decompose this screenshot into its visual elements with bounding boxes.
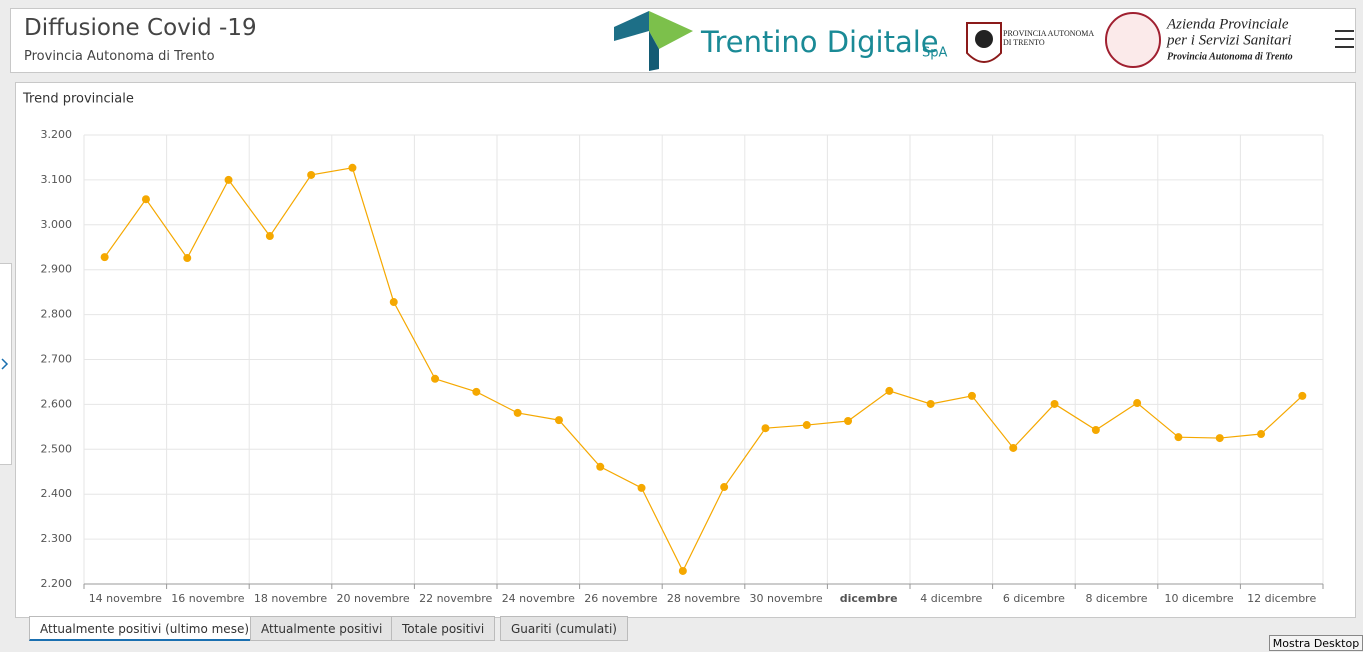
- x-tick-label: 26 novembre: [584, 592, 657, 605]
- point: [1257, 430, 1266, 439]
- logo-text: per i Servizi Sanitari: [1166, 32, 1292, 48]
- y-tick-label: 2.400: [41, 487, 73, 500]
- point: [967, 391, 976, 400]
- point: [802, 421, 811, 430]
- point: [596, 462, 605, 471]
- title: Diffusione Covid -19: [24, 15, 257, 41]
- point: [761, 424, 770, 433]
- header: Diffusione Covid -19 Provincia Autonoma …: [10, 8, 1356, 73]
- point: [224, 175, 233, 184]
- point: [637, 483, 646, 492]
- y-tick-label: 3.100: [41, 173, 73, 186]
- point: [431, 374, 440, 383]
- y-tick-label: 2.200: [41, 577, 73, 590]
- logo-text: PROVINCIA AUTONOMA: [1003, 29, 1094, 38]
- logo-text: Trentino Digitale: [700, 25, 939, 59]
- logos: Trentino Digitale SpA PROVINCIA AUTONOMA…: [614, 11, 1354, 71]
- point: [926, 399, 935, 408]
- logo-shape: [649, 11, 693, 49]
- x-tick-label: 8 dicembre: [1085, 592, 1147, 605]
- y-tick-label: 2.500: [41, 442, 73, 455]
- desktop-button[interactable]: Mostra Desktop: [1269, 635, 1363, 651]
- tab[interactable]: Attualmente positivi: [250, 616, 394, 641]
- x-tick-label: 6 dicembre: [1003, 592, 1065, 605]
- tab[interactable]: Totale positivi: [391, 616, 496, 641]
- line: [104, 167, 1303, 573]
- y-tick-label: 3.200: [41, 128, 73, 141]
- logo-text: Azienda Provinciale: [1166, 16, 1289, 32]
- point: [885, 386, 894, 395]
- logo-text: Provincia Autonoma di Trento: [1167, 51, 1293, 62]
- x-tick-label: 30 novembre: [749, 592, 822, 605]
- point: [1215, 434, 1224, 443]
- point: [100, 253, 109, 262]
- x-tick-label: 18 novembre: [254, 592, 327, 605]
- point: [1133, 399, 1142, 408]
- y-tick-label: 2.300: [41, 532, 73, 545]
- logo-text: SpA: [922, 46, 948, 61]
- menu-button[interactable]: [1335, 30, 1354, 48]
- point: [1091, 425, 1100, 434]
- x-tick-label: 24 novembre: [502, 592, 575, 605]
- y-tick-label: 3.000: [41, 218, 73, 231]
- point: [183, 254, 192, 263]
- chart: Trend provinciale 2.200 2.300 2.400 2.500 2.…: [22, 92, 1324, 605]
- side-arrow: [1, 358, 9, 370]
- point: [141, 195, 150, 204]
- point: [265, 232, 274, 241]
- point: [307, 170, 316, 179]
- point: [1009, 443, 1018, 452]
- x-tick-label: 22 novembre: [419, 592, 492, 605]
- y-tick-label: 2.700: [41, 353, 73, 366]
- coat-of-arms: [975, 30, 993, 48]
- x-tick-label: dicembre: [840, 592, 898, 605]
- point: [554, 416, 563, 425]
- x-tick-label: 28 novembre: [667, 592, 740, 605]
- point: [472, 387, 481, 396]
- x-tick-label: 10 dicembre: [1165, 592, 1234, 605]
- point: [844, 417, 853, 426]
- chart-title: Trend provinciale: [22, 92, 134, 107]
- y-tick-label: 2.800: [41, 308, 73, 321]
- point: [720, 483, 729, 492]
- x-tick-label: 16 novembre: [171, 592, 244, 605]
- x-tick-label: 4 dicembre: [920, 592, 982, 605]
- tab[interactable]: Guariti (cumulati): [500, 616, 628, 641]
- azienda-logo: [1105, 12, 1161, 68]
- logo-shape: [649, 31, 659, 71]
- x-tick-label: 12 dicembre: [1247, 592, 1316, 605]
- point: [678, 566, 687, 575]
- x-tick-label: 20 novembre: [336, 592, 409, 605]
- point: [389, 298, 398, 307]
- point: [1298, 391, 1307, 400]
- logo-text: DI TRENTO: [1003, 38, 1045, 47]
- side-toggle[interactable]: [0, 263, 12, 465]
- point: [1174, 433, 1183, 442]
- subtitle: Provincia Autonoma di Trento: [24, 49, 215, 64]
- y-tick-label: 2.600: [41, 397, 73, 410]
- point: [348, 163, 357, 172]
- point: [1050, 399, 1059, 408]
- chart-panel: Trend provinciale 2.200 2.300 2.400 2.500 2.…: [15, 82, 1356, 618]
- point: [513, 408, 522, 417]
- logo-shape: [614, 11, 649, 41]
- tab[interactable]: Attualmente positivi (ultimo mese): [29, 616, 261, 641]
- y-tick-label: 2.900: [41, 263, 73, 276]
- x-tick-label: 14 novembre: [89, 592, 162, 605]
